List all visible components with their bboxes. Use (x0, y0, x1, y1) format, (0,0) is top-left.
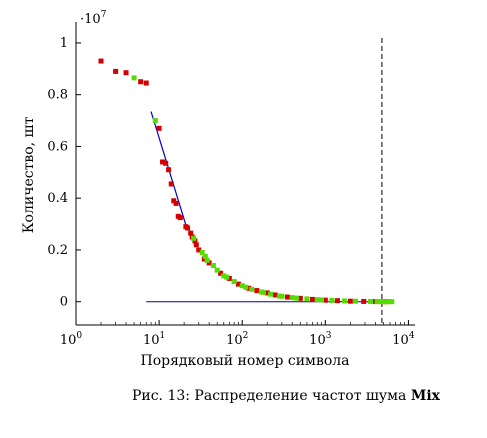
y-tick-label: 0.8 (47, 88, 68, 103)
y-axis-title: Количество, шт (21, 116, 37, 233)
red-data-point (272, 292, 278, 298)
red-data-point (206, 260, 212, 266)
green-data-point (199, 250, 205, 256)
red-data-point (246, 285, 252, 291)
red-data-point (254, 288, 260, 294)
green-data-point (382, 299, 388, 305)
green-data-point (214, 267, 220, 273)
red-data-point (123, 70, 129, 76)
green-data-point (293, 295, 299, 301)
red-data-point (284, 294, 290, 300)
green-data-point (221, 273, 227, 279)
green-data-point (191, 235, 197, 241)
green-data-point (279, 293, 285, 299)
green-data-point (289, 295, 295, 301)
x-tick-label: 103 (309, 331, 332, 348)
red-data-point (309, 296, 315, 302)
green-data-point (210, 262, 216, 268)
figure-caption: Рис. 13: Распределение частот шума Mix (132, 388, 441, 404)
red-data-point (166, 167, 172, 173)
green-data-point (249, 286, 255, 292)
red-data-point (235, 281, 241, 287)
green-data-point (268, 291, 274, 297)
green-data-point (131, 75, 137, 81)
red-data-point (193, 242, 199, 248)
red-data-point (143, 80, 149, 86)
green-data-point (243, 284, 249, 290)
red-data-point (334, 298, 340, 304)
red-data-point (98, 58, 104, 64)
green-data-point (224, 274, 230, 280)
green-data-point (386, 299, 392, 305)
green-data-point (239, 283, 245, 289)
green-data-point (314, 297, 320, 303)
red-data-point (218, 270, 224, 276)
y-multiplier: ·107 (80, 10, 107, 27)
red-data-point (264, 290, 270, 296)
green-data-point (231, 279, 237, 285)
y-tick-label: 0.2 (47, 243, 68, 258)
red-data-point (138, 79, 144, 85)
red-data-point (168, 181, 174, 187)
red-data-point (163, 160, 169, 166)
x-tick-label: 101 (143, 331, 165, 348)
green-data-point (368, 298, 374, 304)
red-data-point (171, 198, 177, 204)
red-data-point (156, 125, 162, 131)
red-data-point (188, 230, 194, 236)
green-data-point (204, 257, 210, 263)
red-data-point (177, 215, 183, 221)
x-axis-title: Порядковый номер символа (141, 353, 350, 369)
red-data-point (226, 275, 232, 281)
red-data-point (196, 247, 202, 253)
red-data-point (185, 225, 191, 231)
green-data-point (260, 289, 266, 295)
green-data-point (152, 118, 158, 124)
x-tick-label: 102 (226, 331, 248, 348)
red-data-point (201, 256, 207, 262)
y-tick-label: 1 (60, 36, 68, 51)
green-data-point (329, 297, 335, 303)
red-data-point (297, 295, 303, 301)
green-data-point (374, 299, 380, 305)
green-data-point (389, 299, 395, 305)
red-data-point (173, 200, 179, 206)
x-tick-label: 100 (60, 331, 83, 348)
red-data-point (322, 297, 328, 303)
green-data-point (377, 299, 383, 305)
y-tick-label: 0 (60, 295, 68, 310)
red-data-point (160, 159, 166, 165)
green-data-point (352, 298, 358, 304)
red-data-point (361, 298, 367, 304)
green-data-point (319, 297, 325, 303)
x-tick-label: 104 (392, 331, 415, 348)
green-data-point (304, 296, 310, 302)
y-tick-label: 0.6 (47, 139, 68, 154)
green-data-point (341, 298, 347, 304)
y-tick-label: 0.4 (47, 191, 68, 206)
red-data-point (113, 68, 119, 74)
red-data-point (347, 298, 353, 304)
red-data-point (192, 238, 198, 244)
green-data-point (202, 253, 208, 259)
